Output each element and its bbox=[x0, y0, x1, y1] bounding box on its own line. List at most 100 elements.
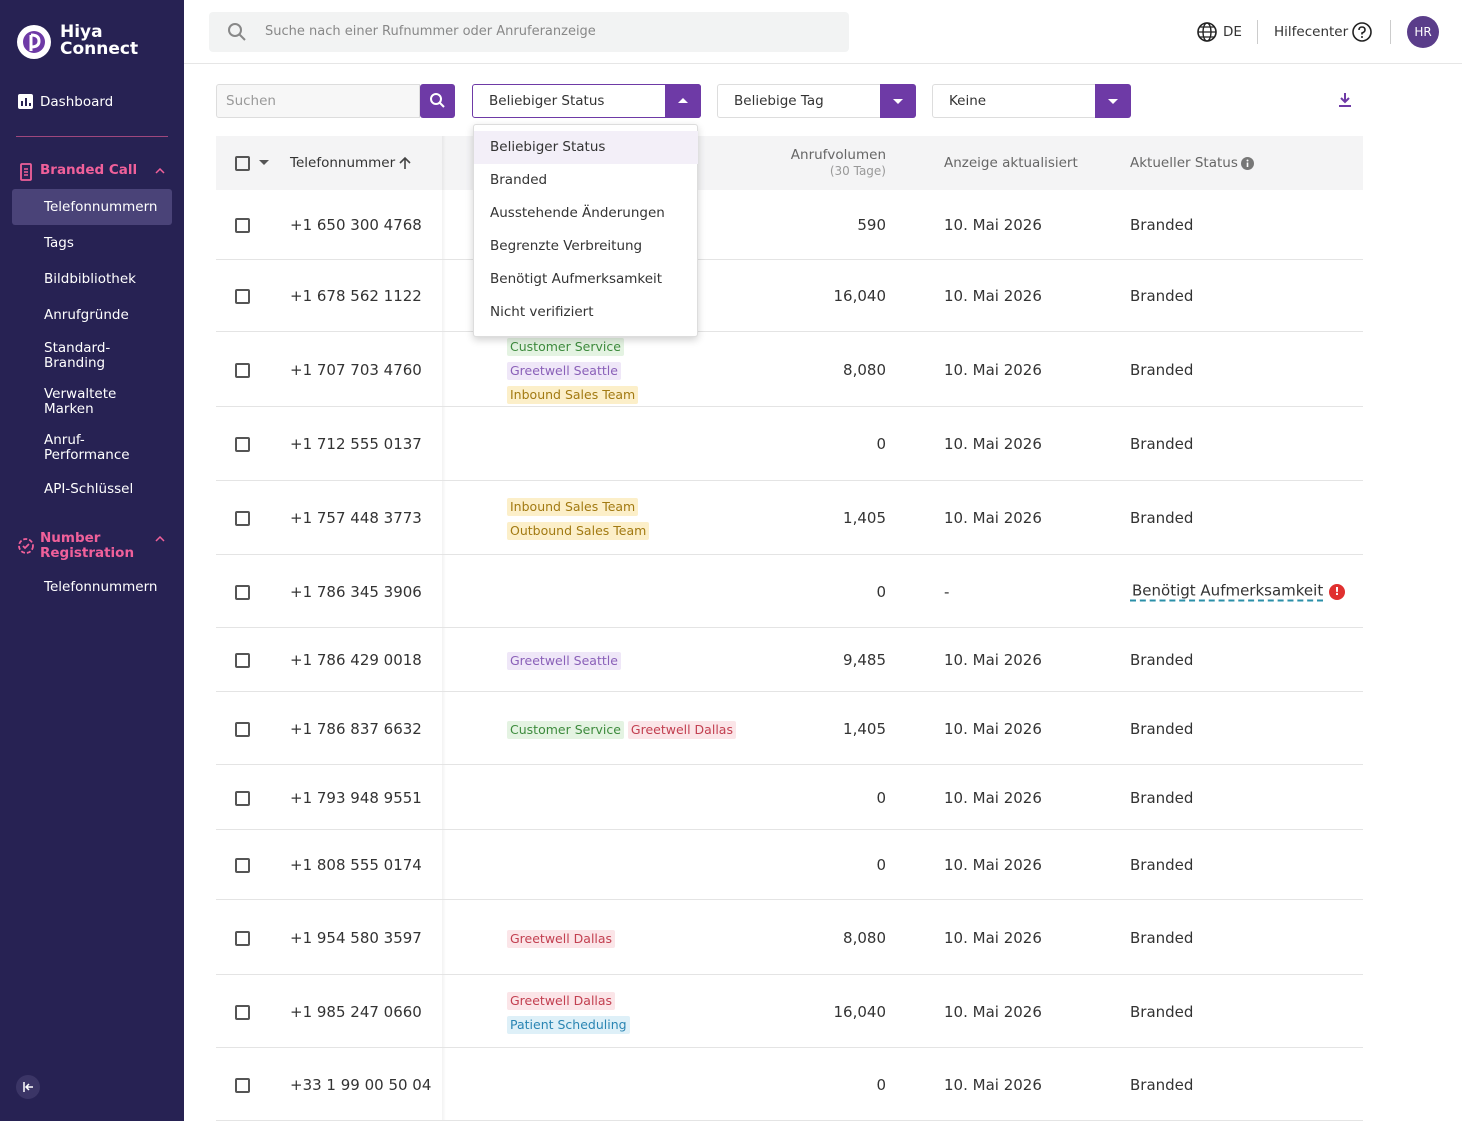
row-checkbox[interactable] bbox=[235, 1077, 250, 1093]
table-search[interactable]: Suchen bbox=[216, 84, 420, 118]
nav-item[interactable]: Dashboard bbox=[40, 94, 114, 110]
row-checkbox[interactable] bbox=[235, 362, 250, 378]
row-checkbox[interactable] bbox=[235, 511, 250, 526]
row-checkbox[interactable] bbox=[235, 790, 250, 806]
tag-filter[interactable]: Beliebige Tag bbox=[717, 84, 916, 118]
call-volume: 16,040 bbox=[833, 287, 887, 305]
info-icon[interactable] bbox=[1241, 157, 1254, 170]
tag-list bbox=[507, 863, 743, 867]
column-header[interactable]: Anzeige aktualisiert bbox=[944, 155, 1078, 171]
section-title[interactable]: Branded Call bbox=[40, 162, 138, 178]
section-icon bbox=[18, 538, 34, 554]
search-button[interactable] bbox=[420, 84, 455, 118]
phone-number[interactable]: +1 757 448 3773 bbox=[290, 509, 422, 527]
dropdown-option[interactable]: Beliebiger Status bbox=[474, 131, 698, 164]
globe-icon bbox=[1197, 22, 1217, 42]
call-volume: 8,080 bbox=[843, 928, 886, 947]
column-header[interactable]: Telefonnummer bbox=[290, 155, 396, 171]
select-value: Keine bbox=[949, 93, 987, 109]
help-icon bbox=[1352, 22, 1372, 42]
phone-number[interactable]: +1 678 562 1122 bbox=[290, 287, 422, 305]
tag-list bbox=[507, 590, 743, 594]
phone-number[interactable]: +1 786 345 3906 bbox=[290, 582, 422, 601]
nav-item[interactable]: Anruf-Performance bbox=[44, 432, 130, 463]
phone-number[interactable]: +1 786 429 0018 bbox=[290, 651, 422, 669]
updated-date: 10. Mai 2026 bbox=[944, 360, 1042, 379]
dropdown-option[interactable]: Ausstehende Änderungen bbox=[490, 205, 665, 221]
phone-number[interactable]: +1 650 300 4768 bbox=[290, 216, 422, 234]
phone-number[interactable]: +1 793 948 9551 bbox=[290, 788, 422, 807]
collapse-caret[interactable] bbox=[155, 168, 165, 174]
call-volume: 16,040 bbox=[833, 1002, 887, 1021]
call-volume: 0 bbox=[876, 1075, 886, 1094]
nav-item[interactable]: Telefonnummern bbox=[44, 199, 158, 215]
row-checkbox[interactable] bbox=[235, 1004, 250, 1020]
row-checkbox[interactable] bbox=[235, 721, 250, 737]
call-volume: 8,080 bbox=[843, 360, 886, 379]
column-header[interactable]: Aktueller Status bbox=[1130, 155, 1238, 171]
section-title[interactable]: Number Registration bbox=[40, 530, 135, 561]
nav-item[interactable]: API-Schlüssel bbox=[44, 481, 134, 497]
nav-item[interactable]: Bildbibliothek bbox=[44, 271, 136, 287]
updated-date: 10. Mai 2026 bbox=[944, 1002, 1042, 1021]
sidebar: Hiya Connect Dashboard Branded Call Telefo… bbox=[0, 0, 184, 1121]
dropdown-option[interactable]: Nicht verifiziert bbox=[490, 304, 594, 320]
tag: Customer Service bbox=[507, 720, 624, 739]
download-button[interactable] bbox=[1337, 92, 1353, 108]
row-checkbox[interactable] bbox=[235, 858, 250, 873]
language[interactable]: DE bbox=[1223, 24, 1242, 40]
third-filter[interactable]: Keine bbox=[932, 84, 1131, 118]
tag-list bbox=[507, 796, 743, 800]
phone-number[interactable]: +1 808 555 0174 bbox=[290, 856, 422, 874]
updated-date: 10. Mai 2026 bbox=[944, 856, 1042, 874]
top-bar: Suche nach einer Rufnummer oder Anrufera… bbox=[184, 0, 1462, 64]
help-link[interactable]: Hilfecenter bbox=[1274, 24, 1349, 40]
row-checkbox[interactable] bbox=[235, 653, 250, 668]
collapse-button[interactable] bbox=[16, 1075, 40, 1099]
logo-line: Connect bbox=[60, 39, 139, 59]
column-header[interactable]: Anrufvolumen (30 Tage) bbox=[791, 147, 886, 179]
dropdown-option[interactable]: Branded bbox=[490, 172, 548, 188]
tag-list: Greetwell Dallas bbox=[507, 924, 743, 952]
tag: Inbound Sales Team bbox=[507, 498, 639, 516]
updated-date: 10. Mai 2026 bbox=[944, 651, 1042, 669]
row-checkbox[interactable] bbox=[235, 289, 250, 304]
collapse-caret[interactable] bbox=[155, 536, 165, 542]
logo-icon bbox=[17, 25, 51, 59]
status-filter[interactable]: Beliebiger Status bbox=[472, 84, 701, 118]
row-checkbox[interactable] bbox=[235, 218, 250, 233]
dropdown-option[interactable]: Begrenzte Verbreitung bbox=[490, 238, 643, 254]
tag: Inbound Sales Team bbox=[507, 385, 639, 404]
phone-number[interactable]: +1 786 837 6632 bbox=[290, 719, 422, 738]
nav-item[interactable]: Verwaltete Marken bbox=[44, 386, 117, 417]
status: Branded bbox=[1130, 719, 1194, 738]
nav-item[interactable]: Tags bbox=[44, 235, 74, 251]
nav-item[interactable]: Telefonnummern bbox=[44, 579, 158, 595]
search-placeholder: Suche nach einer Rufnummer oder Anrufera… bbox=[265, 24, 596, 39]
global-search[interactable]: Suche nach einer Rufnummer oder Anrufera… bbox=[209, 12, 849, 52]
row-checkbox[interactable] bbox=[235, 930, 250, 946]
table-row: +33 1 99 00 50 04 0 10. Mai 2026 Branded bbox=[216, 1048, 1363, 1121]
logo-text: Hiya Connect bbox=[60, 24, 138, 58]
status-dropdown: Beliebiger Status Branded Ausstehende Ände… bbox=[473, 124, 698, 337]
nav-item[interactable]: Anrufgründe bbox=[44, 307, 129, 323]
phone-number[interactable]: +1 985 247 0660 bbox=[290, 1002, 422, 1021]
tag-list: Customer Service Greetwell Seattle Inbound… bbox=[507, 332, 743, 408]
phone-number[interactable]: +33 1 99 00 50 04 bbox=[290, 1075, 432, 1094]
phone-number[interactable]: +1 954 580 3597 bbox=[290, 928, 422, 947]
row-checkbox[interactable] bbox=[235, 584, 250, 600]
updated-date: 10. Mai 2026 bbox=[944, 1075, 1042, 1094]
call-volume: 1,405 bbox=[843, 509, 886, 527]
status: Branded bbox=[1130, 788, 1194, 807]
phone-number[interactable]: +1 707 703 4760 bbox=[290, 360, 422, 379]
select-menu-icon[interactable] bbox=[259, 160, 269, 166]
phone-number[interactable]: +1 712 555 0137 bbox=[290, 435, 422, 453]
avatar[interactable]: HR bbox=[1407, 16, 1439, 48]
table-row: +1 650 300 4768 590 10. Mai 2026 Branded bbox=[216, 190, 1363, 260]
column-title: Anrufvolumen bbox=[790, 147, 886, 163]
tag-list: Greetwell Dallas Patient Scheduling bbox=[507, 986, 743, 1038]
select-all-checkbox[interactable] bbox=[235, 156, 250, 171]
row-checkbox[interactable] bbox=[235, 437, 250, 452]
nav-item[interactable]: Standard-Branding bbox=[44, 340, 111, 371]
dropdown-option[interactable]: Benötigt Aufmerksamkeit bbox=[490, 271, 663, 287]
